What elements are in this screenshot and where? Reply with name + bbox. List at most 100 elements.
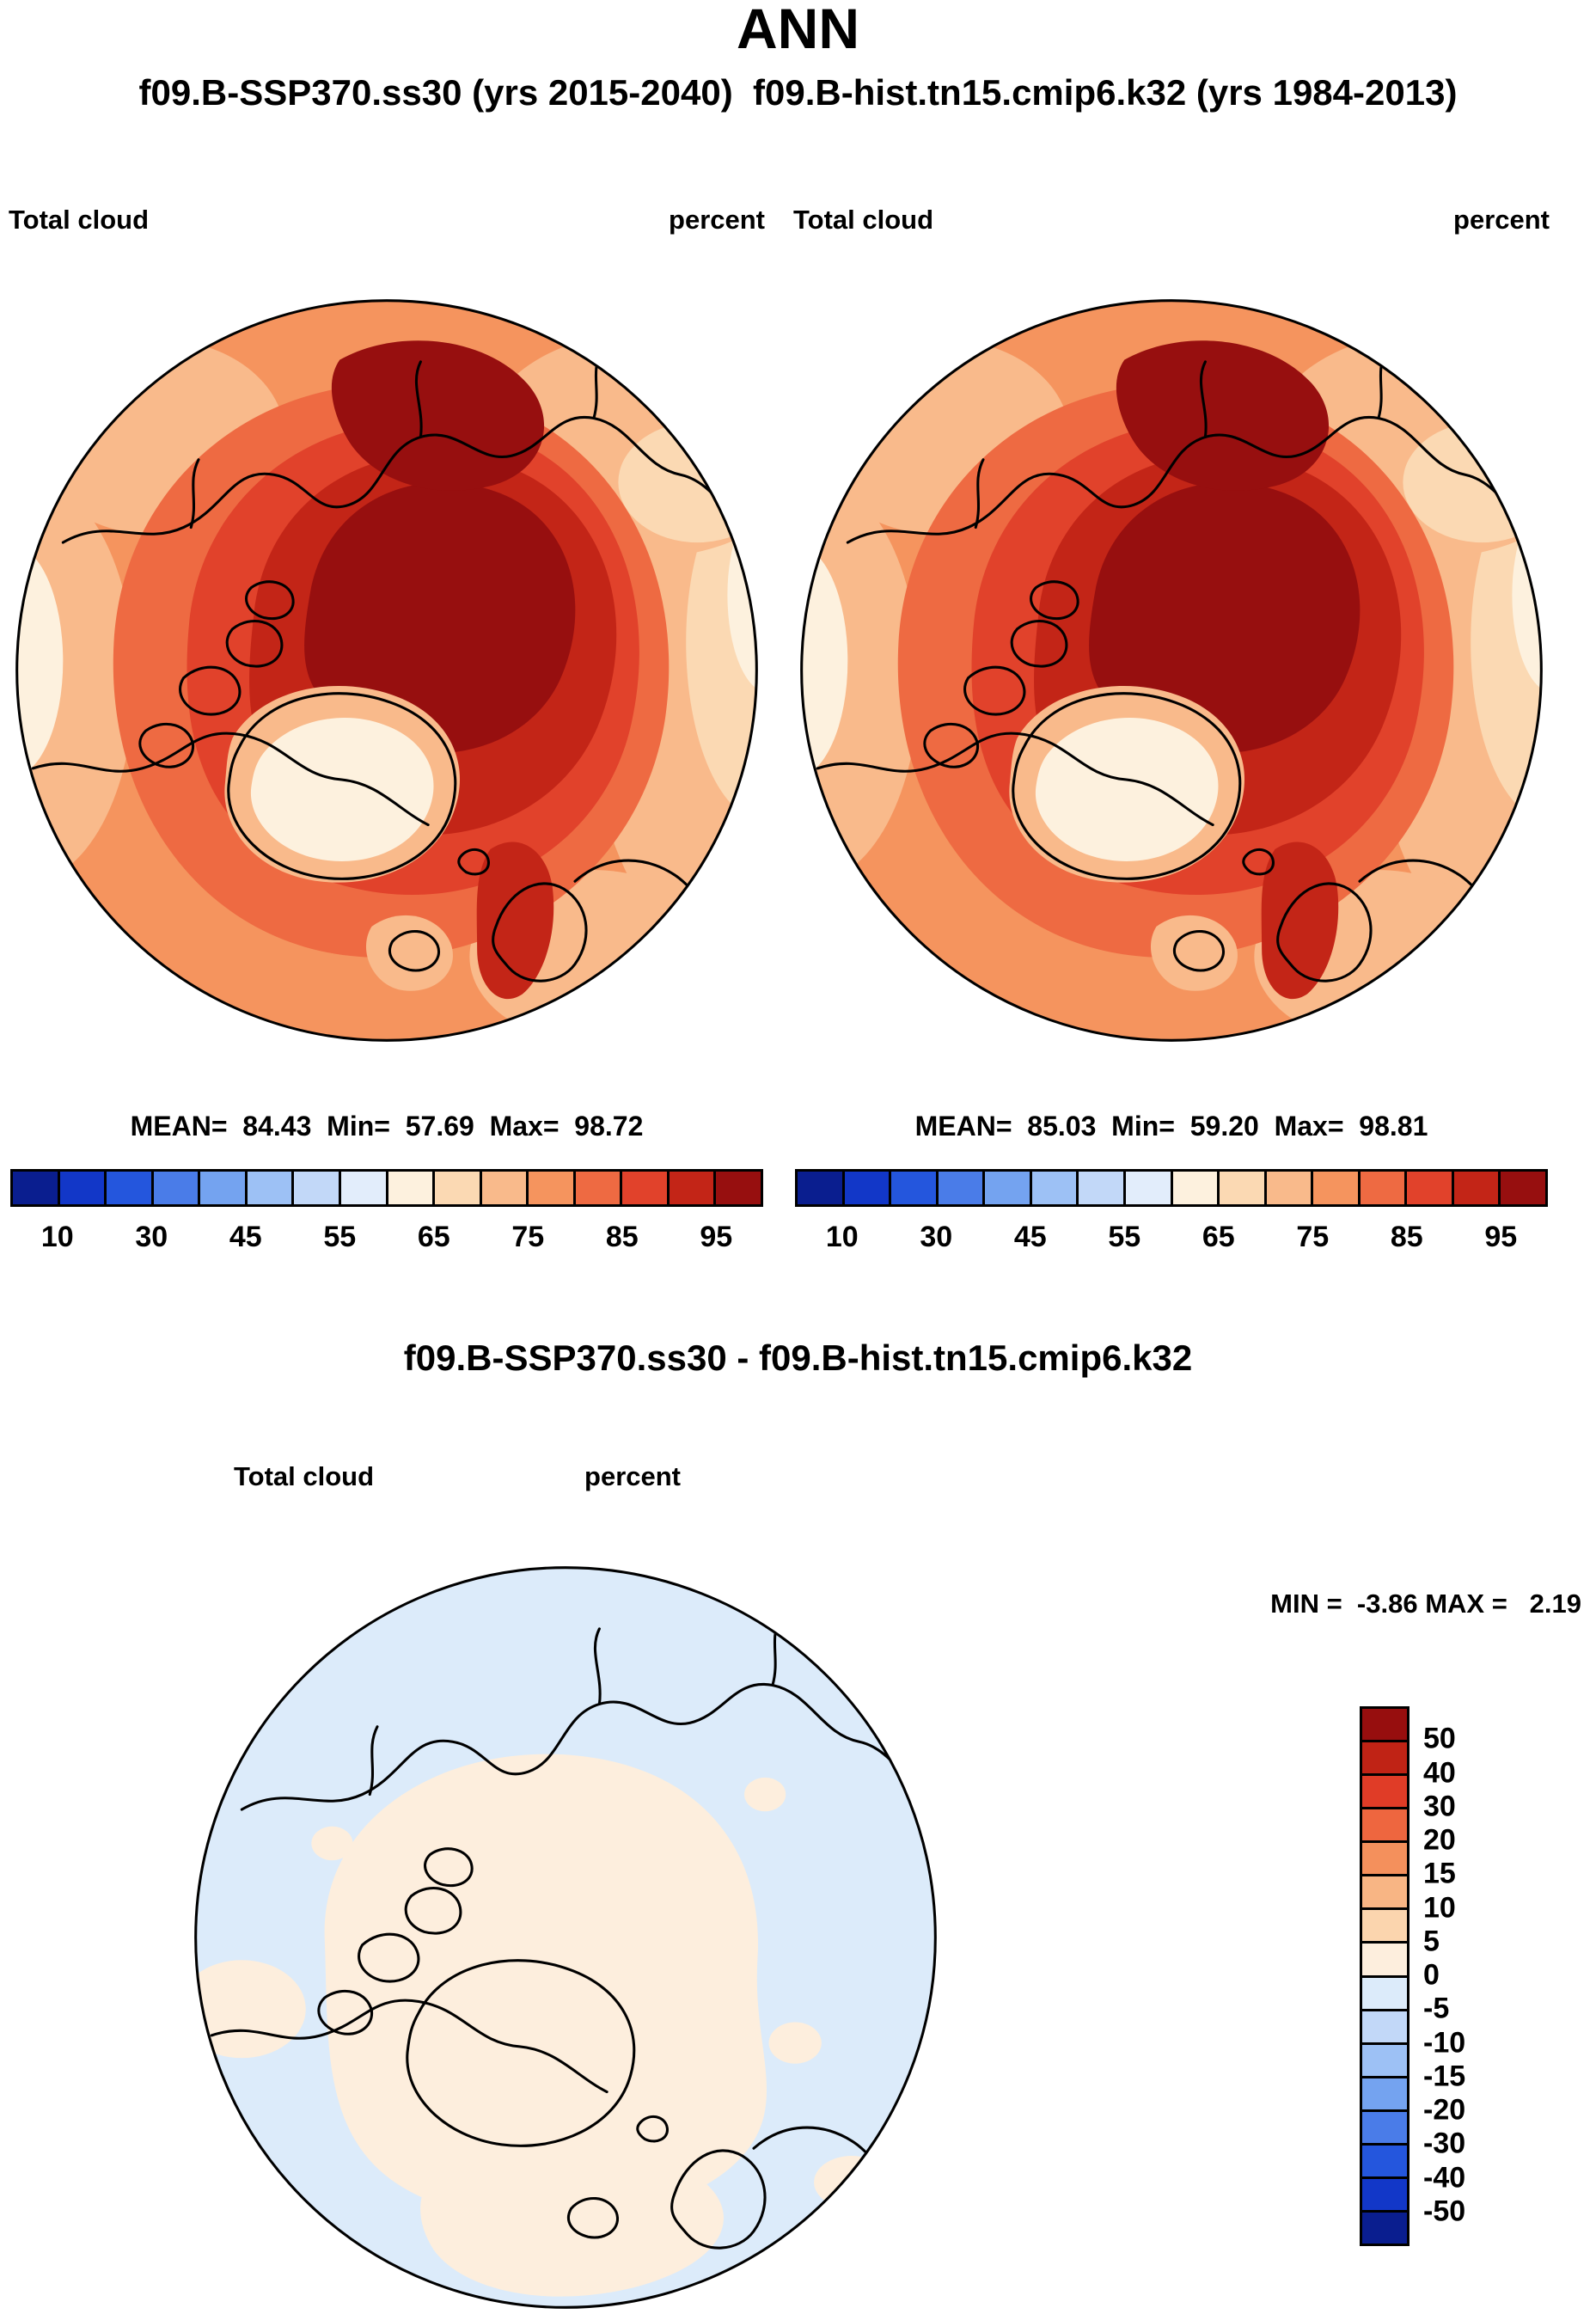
colorbar-cell <box>1362 2176 1407 2210</box>
colorbar-cell <box>1076 1172 1123 1204</box>
colorbar-tick-label: 45 <box>229 1221 262 1253</box>
colorbar-cell <box>1362 1740 1407 1774</box>
colorbar-cell <box>1498 1172 1545 1204</box>
colorbar-cell <box>1170 1172 1218 1204</box>
colorbar-tick-label: 85 <box>1390 1221 1423 1253</box>
colorbar-labels-difference: 50 40 30 20 15 10 5 0 -5 -10 -15 -20 -30 -40 -50 <box>1423 1706 1535 2246</box>
colorbar-cell <box>150 1172 199 1204</box>
colorbar-tick-label: 10 <box>1423 1891 1456 1925</box>
colorbar-cell <box>104 1172 151 1204</box>
colorbar-tick-label: -30 <box>1423 2127 1466 2160</box>
colorbar-tick-label: 50 <box>1423 1722 1456 1755</box>
panel2-units-label: percent <box>1453 205 1550 235</box>
colorbar-cell <box>13 1172 58 1204</box>
colorbar-tick-label: 10 <box>825 1221 859 1253</box>
colorbar-cell <box>1263 1172 1312 1204</box>
colorbar-cell <box>982 1172 1030 1204</box>
colorbar-cell <box>1311 1172 1358 1204</box>
diff-header: Total cloud percent <box>234 1461 681 1492</box>
colorbar-tick-label: 95 <box>1484 1221 1518 1253</box>
colorbar-tick-label: 20 <box>1423 1823 1456 1857</box>
diff-field-label: Total cloud <box>234 1461 375 1491</box>
colorbar-cell <box>1362 1974 1407 2009</box>
colorbar-tick-label: 30 <box>1423 1790 1456 1823</box>
colorbar-tick-label: 15 <box>1423 1857 1456 1890</box>
colorbar-tick-label: -10 <box>1423 2026 1466 2060</box>
colorbar-cell <box>1122 1172 1171 1204</box>
panel2-stats: MEAN= 85.03 Min= 59.20 Max= 98.81 <box>914 1111 1428 1142</box>
map-case1 <box>10 294 763 1047</box>
colorbar-cell <box>713 1172 761 1204</box>
diff-minmax: MIN = -3.86 MAX = 2.19 <box>1270 1589 1581 1619</box>
colorbar-cell <box>1362 1874 1407 1908</box>
colorbar-cell <box>1362 1941 1407 1975</box>
colorbar-cell <box>1357 1172 1405 1204</box>
colorbar-cell <box>291 1172 339 1204</box>
colorbar-tick-label: 75 <box>511 1221 545 1253</box>
colorbar-cell <box>432 1172 480 1204</box>
colorbar-tick-label: 55 <box>323 1221 357 1253</box>
colorbar-cell <box>244 1172 292 1204</box>
colorbar-tick-label: 40 <box>1423 1756 1456 1790</box>
colorbar-tick-label: 85 <box>605 1221 639 1253</box>
colorbar-tick-label: 65 <box>417 1221 450 1253</box>
colorbar-cell <box>620 1172 667 1204</box>
panel1-units-label: percent <box>669 205 765 235</box>
colorbar-tick-label: 5 <box>1423 1925 1440 1958</box>
colorbar-cell <box>1362 2209 1407 2244</box>
colorbar-tick-label: 10 <box>40 1221 74 1253</box>
colorbar-tick-label: -15 <box>1423 2060 1466 2093</box>
panel1-field-label: Total cloud <box>9 205 150 235</box>
colorbar-cell <box>935 1172 983 1204</box>
map-difference <box>189 1561 942 2314</box>
colorbar-cell <box>385 1172 433 1204</box>
panel2-field-label: Total cloud <box>793 205 934 235</box>
colorbar-tick-label: 45 <box>1013 1221 1047 1253</box>
colorbar-tick-label: -40 <box>1423 2161 1466 2195</box>
colorbar-tick-label: -5 <box>1423 1992 1450 2025</box>
page-title: ANN <box>737 0 859 60</box>
colorbar-difference <box>1360 1706 1409 2246</box>
colorbar-cell <box>666 1172 714 1204</box>
map-case2 <box>795 294 1548 1047</box>
colorbar-tick-label: 65 <box>1202 1221 1235 1253</box>
colorbar-cell <box>1362 2142 1407 2176</box>
diff-units-label: percent <box>584 1461 681 1491</box>
colorbar-labels-case2: 10 30 45 55 65 75 85 95 <box>795 1221 1548 1258</box>
colorbar-tick-label: 0 <box>1423 1958 1440 1992</box>
colorbar-cell <box>198 1172 245 1204</box>
colorbar-cell <box>1217 1172 1264 1204</box>
colorbar-cell <box>1362 2042 1407 2076</box>
case-subtitle: f09.B-SSP370.ss30 (yrs 2015-2040) f09.B-… <box>138 72 1458 113</box>
colorbar-tick-label: -50 <box>1423 2195 1466 2228</box>
colorbar-tick-label: 30 <box>920 1221 953 1253</box>
colorbar-cell <box>1362 1807 1407 1841</box>
colorbar-case1 <box>10 1169 763 1207</box>
colorbar-tick-label: 30 <box>135 1221 168 1253</box>
colorbar-cell <box>57 1172 105 1204</box>
colorbar-cell <box>1362 2008 1407 2042</box>
colorbar-cell <box>1362 1709 1407 1741</box>
colorbar-cell <box>479 1172 527 1204</box>
colorbar-cell <box>889 1172 936 1204</box>
colorbar-cell <box>1362 1907 1407 1942</box>
colorbar-cell <box>1362 2109 1407 2143</box>
colorbar-tick-label: 75 <box>1296 1221 1330 1253</box>
panel1-stats: MEAN= 84.43 Min= 57.69 Max= 98.72 <box>130 1111 644 1142</box>
colorbar-cell <box>338 1172 386 1204</box>
colorbar-labels-case1: 10 30 45 55 65 75 85 95 <box>10 1221 763 1258</box>
panel2-header: Total cloud percent <box>793 205 1550 236</box>
colorbar-cell <box>1404 1172 1452 1204</box>
colorbar-cell <box>1362 1840 1407 1875</box>
colorbar-cell <box>1362 1773 1407 1808</box>
colorbar-cell <box>841 1172 890 1204</box>
colorbar-case2 <box>795 1169 1548 1207</box>
colorbar-tick-label: 95 <box>700 1221 733 1253</box>
colorbar-cell <box>1362 2075 1407 2109</box>
diff-title: f09.B-SSP370.ss30 - f09.B-hist.tn15.cmip… <box>403 1338 1193 1378</box>
colorbar-cell <box>526 1172 573 1204</box>
colorbar-tick-label: 55 <box>1108 1221 1141 1253</box>
colorbar-cell <box>1451 1172 1499 1204</box>
panel1-header: Total cloud percent <box>9 205 765 236</box>
